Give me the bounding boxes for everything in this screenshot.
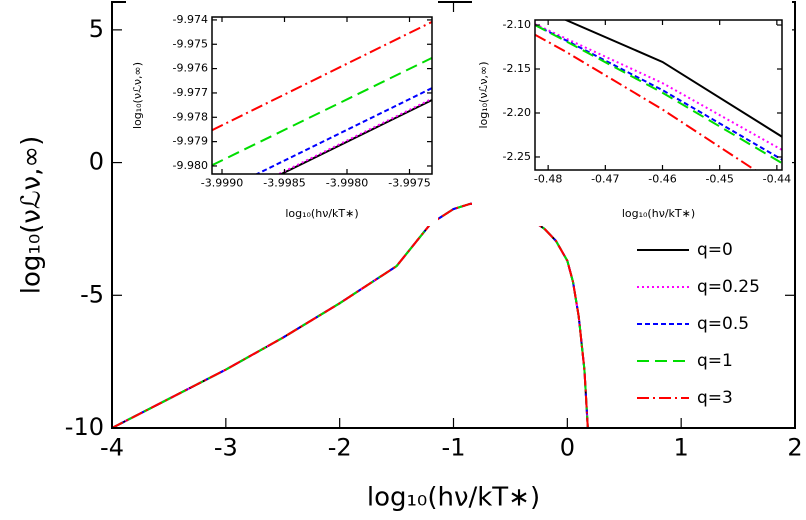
x-tick-label: -2 (328, 433, 352, 461)
series-group (535, 20, 782, 170)
x-axis-label: log₁₀(hν/kT∗) (367, 483, 540, 513)
series-line (279, 99, 432, 174)
plot: -3.9990 -3.9985 -3.9980 -3.9975 -9.974 -9.975… (126, 0, 438, 226)
y-tick-label: -2.15 (503, 62, 531, 75)
y-tick-label: -9.976 (173, 62, 208, 75)
x-tick-label: -3.9985 (263, 176, 305, 189)
y-tick-label: 0 (89, 148, 104, 176)
x-tick-label: -4 (100, 433, 124, 461)
x-axis-label: log₁₀(hν/kT∗) (622, 207, 695, 220)
x-tick-label: -0.44 (763, 172, 791, 185)
series-line (112, 202, 589, 428)
plot: -4 -3 -2 -1 0 1 2-10-505log₁₀(hν/kT∗)log₁₀(νℒν… (17, 1, 803, 513)
x-tick-label: 0 (560, 433, 575, 461)
x-tick-label: -3 (214, 433, 238, 461)
x-tick-label: -3.9990 (201, 176, 243, 189)
y-tick-label: -10 (65, 413, 104, 441)
x-axis-label: log₁₀(hν/kT∗) (285, 207, 358, 220)
series-line (535, 23, 782, 151)
inset-background (126, 0, 438, 226)
y-tick-label: -9.979 (173, 135, 208, 148)
legend-label: q=0.5 (697, 314, 749, 334)
y-tick-label: -9.977 (173, 86, 208, 99)
series-line (564, 20, 782, 138)
x-tick-label: -1 (442, 433, 466, 461)
series-line (212, 20, 432, 132)
y-tick-label: -2.25 (503, 150, 531, 163)
y-tick-label: -9.980 (173, 159, 208, 172)
y-tick-label: -9.974 (173, 13, 208, 26)
series-line (212, 56, 432, 167)
y-axis-label: log₁₀(νℒν,∞) (17, 136, 47, 294)
plot-frame (211, 16, 433, 175)
y-tick-label: -5 (80, 280, 104, 308)
series-group (212, 20, 432, 174)
x-tick-label: -3.9980 (326, 176, 368, 189)
x-tick-label: -0.48 (534, 172, 562, 185)
series-group (112, 202, 589, 428)
series-line (112, 202, 589, 428)
series-line (112, 202, 589, 428)
series-line (535, 24, 782, 161)
y-tick-label: -2.10 (503, 18, 531, 31)
plot-frame (534, 19, 783, 171)
plot: -0.48 -0.47 -0.46 -0.45 -0.44 -2.10 -2.15 -2.20… (472, 0, 792, 226)
legend-label: q=0 (697, 240, 733, 260)
x-tick-label: -3.9975 (388, 176, 430, 189)
x-tick-label: -0.47 (591, 172, 619, 185)
x-tick-label: -0.45 (705, 172, 733, 185)
x-tick-label: -0.46 (648, 172, 676, 185)
x-tick-label: 2 (787, 433, 802, 461)
series-line (112, 202, 589, 428)
y-tick-label: -9.975 (173, 37, 208, 50)
x-tick-label: 1 (674, 433, 689, 461)
series-line (535, 33, 757, 170)
y-tick-label: 5 (89, 15, 104, 43)
series-line (112, 202, 589, 428)
y-axis-label: log₁₀(νℒν,∞) (131, 62, 144, 129)
legend-label: q=0.25 (697, 277, 760, 297)
legend: q=0 q=0.25 q=0.5 q=1 q=3 (637, 240, 760, 408)
series-line (254, 87, 432, 174)
y-tick-label: -2.20 (503, 106, 531, 119)
inset-background (472, 0, 792, 226)
y-tick-label: -9.978 (173, 110, 208, 123)
legend-label: q=3 (697, 388, 733, 408)
legend-label: q=1 (697, 351, 733, 371)
y-axis-label: log₁₀(νℒν,∞) (477, 61, 490, 128)
